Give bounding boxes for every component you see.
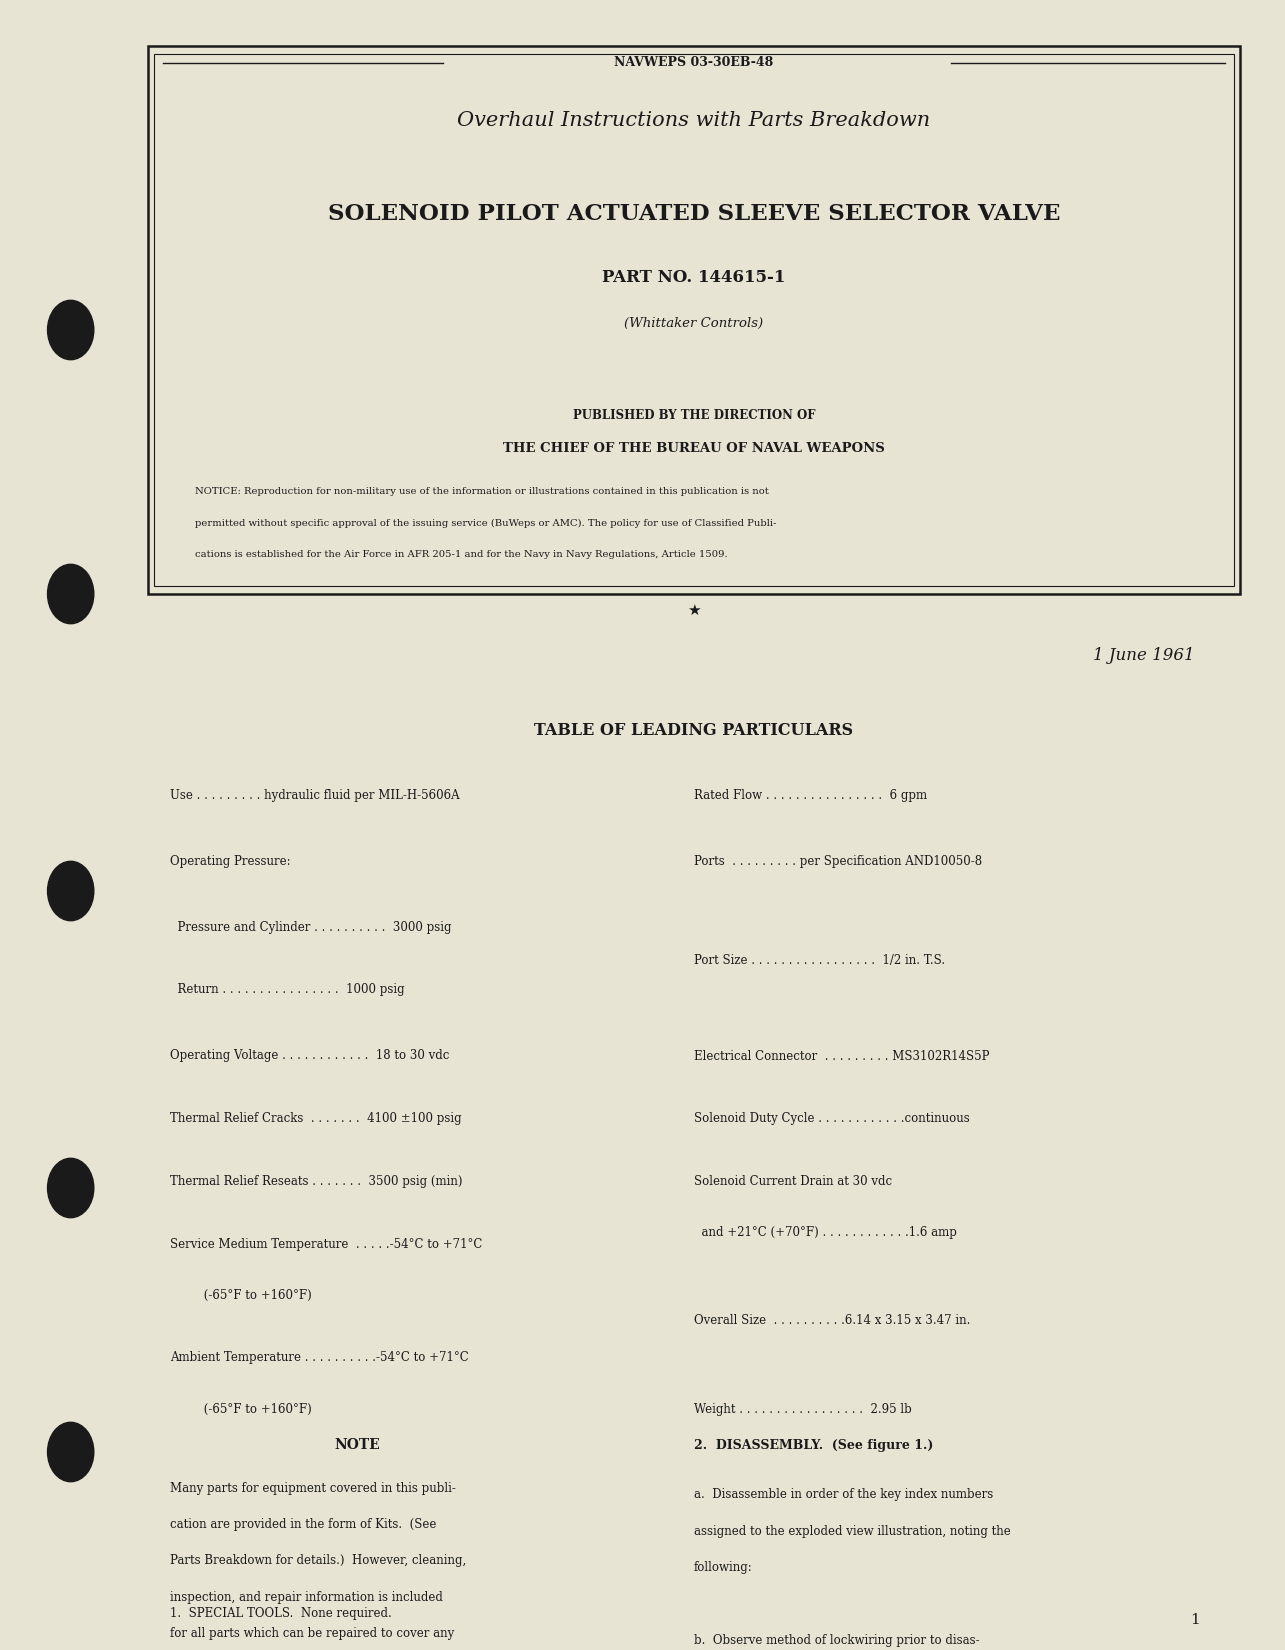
Circle shape bbox=[48, 300, 94, 360]
Text: (-65°F to +160°F): (-65°F to +160°F) bbox=[170, 1289, 311, 1302]
Text: NOTE: NOTE bbox=[334, 1439, 380, 1452]
Text: Service Medium Temperature  . . . . .-54°C to +71°C: Service Medium Temperature . . . . .-54°… bbox=[170, 1238, 482, 1251]
Text: PUBLISHED BY THE DIRECTION OF: PUBLISHED BY THE DIRECTION OF bbox=[573, 409, 815, 422]
Text: ★: ★ bbox=[687, 602, 700, 619]
Text: permitted without specific approval of the issuing service (BuWeps or AMC). The : permitted without specific approval of t… bbox=[195, 518, 777, 528]
Text: PART NO. 144615-1: PART NO. 144615-1 bbox=[603, 269, 785, 285]
Text: cation are provided in the form of Kits.  (See: cation are provided in the form of Kits.… bbox=[170, 1518, 436, 1531]
Circle shape bbox=[48, 861, 94, 921]
Text: Operating Voltage . . . . . . . . . . . .  18 to 30 vdc: Operating Voltage . . . . . . . . . . . … bbox=[170, 1049, 448, 1063]
Text: inspection, and repair information is included: inspection, and repair information is in… bbox=[170, 1591, 442, 1604]
Text: Operating Pressure:: Operating Pressure: bbox=[170, 855, 290, 868]
Text: Ambient Temperature . . . . . . . . . .-54°C to +71°C: Ambient Temperature . . . . . . . . . .-… bbox=[170, 1351, 468, 1365]
Bar bbox=[154, 54, 1234, 586]
Circle shape bbox=[48, 1158, 94, 1218]
Text: TABLE OF LEADING PARTICULARS: TABLE OF LEADING PARTICULARS bbox=[535, 723, 853, 739]
Text: (-65°F to +160°F): (-65°F to +160°F) bbox=[170, 1402, 311, 1416]
Text: THE CHIEF OF THE BUREAU OF NAVAL WEAPONS: THE CHIEF OF THE BUREAU OF NAVAL WEAPONS bbox=[502, 442, 885, 455]
Text: SOLENOID PILOT ACTUATED SLEEVE SELECTOR VALVE: SOLENOID PILOT ACTUATED SLEEVE SELECTOR … bbox=[328, 203, 1060, 226]
Text: a.  Disassemble in order of the key index numbers: a. Disassemble in order of the key index… bbox=[694, 1488, 993, 1502]
Text: Solenoid Duty Cycle . . . . . . . . . . . .continuous: Solenoid Duty Cycle . . . . . . . . . . … bbox=[694, 1112, 970, 1125]
Text: Solenoid Current Drain at 30 vdc: Solenoid Current Drain at 30 vdc bbox=[694, 1175, 892, 1188]
Text: (Whittaker Controls): (Whittaker Controls) bbox=[625, 317, 763, 330]
Circle shape bbox=[48, 1422, 94, 1482]
Text: cations is established for the Air Force in AFR 205-1 and for the Navy in Navy R: cations is established for the Air Force… bbox=[195, 549, 727, 559]
Text: following:: following: bbox=[694, 1561, 753, 1574]
Text: Use . . . . . . . . . hydraulic fluid per MIL-H-5606A: Use . . . . . . . . . hydraulic fluid pe… bbox=[170, 789, 459, 802]
Text: Return . . . . . . . . . . . . . . . .  1000 psig: Return . . . . . . . . . . . . . . . . 1… bbox=[170, 983, 405, 997]
Text: and +21°C (+70°F) . . . . . . . . . . . .1.6 amp: and +21°C (+70°F) . . . . . . . . . . . … bbox=[694, 1226, 957, 1239]
Text: Many parts for equipment covered in this publi-: Many parts for equipment covered in this… bbox=[170, 1482, 455, 1495]
Text: Parts Breakdown for details.)  However, cleaning,: Parts Breakdown for details.) However, c… bbox=[170, 1554, 466, 1568]
Text: NOTICE: Reproduction for non-military use of the information or illustrations co: NOTICE: Reproduction for non-military us… bbox=[195, 487, 768, 497]
Text: Overhaul Instructions with Parts Breakdown: Overhaul Instructions with Parts Breakdo… bbox=[457, 111, 930, 130]
Text: 1: 1 bbox=[1190, 1614, 1200, 1627]
Text: Electrical Connector  . . . . . . . . . MS3102R14S5P: Electrical Connector . . . . . . . . . M… bbox=[694, 1049, 989, 1063]
Text: NAVWEPS 03-30EB-48: NAVWEPS 03-30EB-48 bbox=[614, 56, 774, 69]
Text: Pressure and Cylinder . . . . . . . . . .  3000 psig: Pressure and Cylinder . . . . . . . . . … bbox=[170, 921, 451, 934]
Text: 1 June 1961: 1 June 1961 bbox=[1094, 647, 1195, 663]
Text: 2.  DISASSEMBLY.  (See figure 1.): 2. DISASSEMBLY. (See figure 1.) bbox=[694, 1439, 933, 1452]
Circle shape bbox=[48, 564, 94, 624]
Text: Thermal Relief Reseats . . . . . . .  3500 psig (min): Thermal Relief Reseats . . . . . . . 350… bbox=[170, 1175, 463, 1188]
Text: Thermal Relief Cracks  . . . . . . .  4100 ±100 psig: Thermal Relief Cracks . . . . . . . 4100… bbox=[170, 1112, 461, 1125]
Text: assigned to the exploded view illustration, noting the: assigned to the exploded view illustrati… bbox=[694, 1525, 1010, 1538]
Text: Port Size . . . . . . . . . . . . . . . . .  1/2 in. T.S.: Port Size . . . . . . . . . . . . . . . … bbox=[694, 954, 944, 967]
Text: Ports  . . . . . . . . . per Specification AND10050-8: Ports . . . . . . . . . per Specificatio… bbox=[694, 855, 982, 868]
Text: for all parts which can be repaired to cover any: for all parts which can be repaired to c… bbox=[170, 1627, 454, 1640]
Text: b.  Observe method of lockwiring prior to disas-: b. Observe method of lockwiring prior to… bbox=[694, 1634, 979, 1647]
Text: 1.  SPECIAL TOOLS.  None required.: 1. SPECIAL TOOLS. None required. bbox=[170, 1607, 392, 1620]
Text: Overall Size  . . . . . . . . . .6.14 x 3.15 x 3.47 in.: Overall Size . . . . . . . . . .6.14 x 3… bbox=[694, 1313, 970, 1327]
Bar bbox=[148, 46, 1240, 594]
Text: Weight . . . . . . . . . . . . . . . . .  2.95 lb: Weight . . . . . . . . . . . . . . . . .… bbox=[694, 1402, 911, 1416]
Text: Rated Flow . . . . . . . . . . . . . . . .  6 gpm: Rated Flow . . . . . . . . . . . . . . .… bbox=[694, 789, 926, 802]
